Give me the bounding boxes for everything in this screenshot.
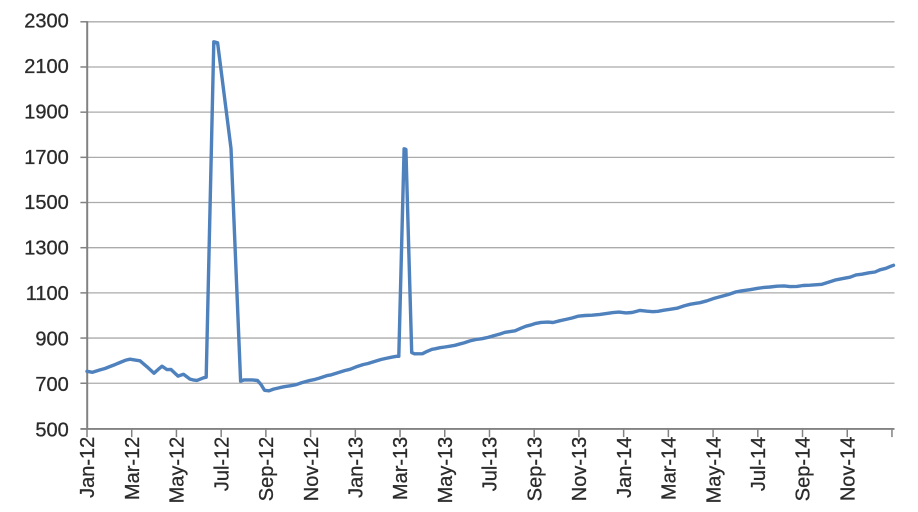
svg-text:Sep-13: Sep-13 [524, 437, 546, 502]
svg-text:Sep-14: Sep-14 [793, 437, 815, 502]
svg-text:Jul-13: Jul-13 [480, 437, 502, 491]
svg-text:May-13: May-13 [435, 437, 457, 504]
svg-text:Mar-13: Mar-13 [390, 437, 412, 500]
svg-text:Nov-14: Nov-14 [837, 437, 859, 501]
svg-text:Jan-13: Jan-13 [346, 437, 368, 498]
svg-text:1900: 1900 [24, 101, 69, 123]
svg-text:May-14: May-14 [703, 437, 725, 504]
svg-text:Nov-13: Nov-13 [569, 437, 591, 501]
svg-text:Sep-12: Sep-12 [256, 437, 278, 502]
svg-text:Jan-14: Jan-14 [614, 437, 636, 498]
svg-text:1100: 1100 [26, 283, 69, 305]
svg-text:900: 900 [35, 329, 68, 351]
svg-text:1500: 1500 [24, 192, 69, 214]
svg-text:700: 700 [35, 374, 68, 396]
svg-text:Jul-12: Jul-12 [211, 437, 233, 491]
svg-text:Jul-14: Jul-14 [748, 437, 770, 491]
svg-text:2100: 2100 [24, 56, 69, 78]
svg-text:Nov-12: Nov-12 [301, 437, 323, 501]
svg-text:2300: 2300 [24, 10, 69, 32]
svg-text:Mar-12: Mar-12 [122, 437, 144, 500]
svg-text:1700: 1700 [24, 147, 69, 169]
svg-text:May-12: May-12 [167, 437, 189, 504]
svg-text:Jan-12: Jan-12 [77, 437, 99, 498]
svg-text:Mar-14: Mar-14 [659, 437, 681, 500]
svg-text:1300: 1300 [24, 238, 69, 260]
svg-text:500: 500 [35, 419, 68, 441]
